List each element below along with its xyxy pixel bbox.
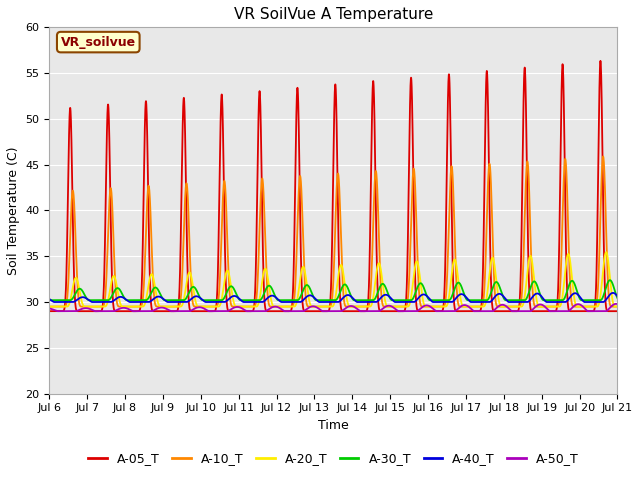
A-05_T bbox=[614, 308, 621, 314]
A-10_T bbox=[599, 154, 607, 159]
A-40_T bbox=[609, 290, 617, 296]
A-30_T bbox=[606, 277, 614, 283]
A-30_T bbox=[47, 297, 55, 303]
A-30_T bbox=[401, 297, 409, 303]
A-05_T bbox=[596, 58, 604, 64]
Line: A-05_T: A-05_T bbox=[49, 61, 618, 311]
A-40_T bbox=[561, 299, 569, 305]
A-40_T bbox=[51, 299, 58, 305]
A-20_T bbox=[614, 304, 621, 310]
Line: A-40_T: A-40_T bbox=[49, 293, 618, 302]
A-40_T bbox=[45, 296, 53, 302]
A-20_T bbox=[401, 304, 409, 310]
A-10_T bbox=[113, 301, 121, 307]
Line: A-10_T: A-10_T bbox=[49, 156, 618, 307]
A-30_T bbox=[45, 296, 53, 302]
A-30_T bbox=[263, 284, 271, 290]
A-40_T bbox=[113, 295, 121, 301]
Title: VR SoilVue A Temperature: VR SoilVue A Temperature bbox=[234, 7, 433, 22]
A-50_T bbox=[401, 308, 409, 314]
A-50_T bbox=[561, 308, 569, 314]
A-20_T bbox=[602, 249, 610, 255]
A-50_T bbox=[559, 308, 566, 314]
A-05_T bbox=[45, 308, 53, 314]
A-20_T bbox=[113, 286, 121, 292]
A-05_T bbox=[113, 308, 121, 314]
A-10_T bbox=[45, 304, 53, 310]
Legend: A-05_T, A-10_T, A-20_T, A-30_T, A-40_T, A-50_T: A-05_T, A-10_T, A-20_T, A-30_T, A-40_T, … bbox=[83, 447, 584, 470]
A-50_T bbox=[612, 301, 620, 307]
A-50_T bbox=[45, 306, 53, 312]
A-30_T bbox=[113, 285, 121, 291]
A-05_T bbox=[561, 179, 569, 184]
A-50_T bbox=[584, 308, 591, 314]
A-50_T bbox=[113, 307, 121, 312]
Line: A-20_T: A-20_T bbox=[49, 252, 618, 307]
A-50_T bbox=[263, 308, 271, 313]
A-50_T bbox=[54, 308, 61, 314]
A-05_T bbox=[263, 308, 271, 314]
A-20_T bbox=[45, 304, 53, 310]
A-05_T bbox=[559, 63, 566, 69]
A-20_T bbox=[561, 271, 569, 277]
A-40_T bbox=[559, 299, 566, 305]
A-50_T bbox=[614, 301, 621, 307]
A-40_T bbox=[263, 296, 271, 301]
A-20_T bbox=[263, 270, 271, 276]
Y-axis label: Soil Temperature (C): Soil Temperature (C) bbox=[7, 146, 20, 275]
A-05_T bbox=[584, 308, 591, 314]
A-20_T bbox=[559, 295, 566, 300]
A-10_T bbox=[401, 304, 409, 310]
A-30_T bbox=[584, 297, 591, 303]
A-40_T bbox=[401, 299, 409, 305]
A-05_T bbox=[401, 307, 409, 313]
X-axis label: Time: Time bbox=[318, 419, 349, 432]
A-30_T bbox=[561, 294, 569, 300]
A-40_T bbox=[584, 299, 591, 305]
A-10_T bbox=[614, 304, 621, 310]
A-30_T bbox=[614, 295, 621, 301]
A-10_T bbox=[584, 304, 591, 310]
Text: VR_soilvue: VR_soilvue bbox=[61, 36, 136, 48]
A-20_T bbox=[584, 304, 591, 310]
Line: A-50_T: A-50_T bbox=[49, 304, 618, 311]
A-10_T bbox=[559, 224, 566, 229]
A-30_T bbox=[559, 297, 566, 303]
Line: A-30_T: A-30_T bbox=[49, 280, 618, 300]
A-40_T bbox=[614, 293, 621, 299]
A-10_T bbox=[263, 281, 271, 287]
A-10_T bbox=[561, 156, 569, 162]
